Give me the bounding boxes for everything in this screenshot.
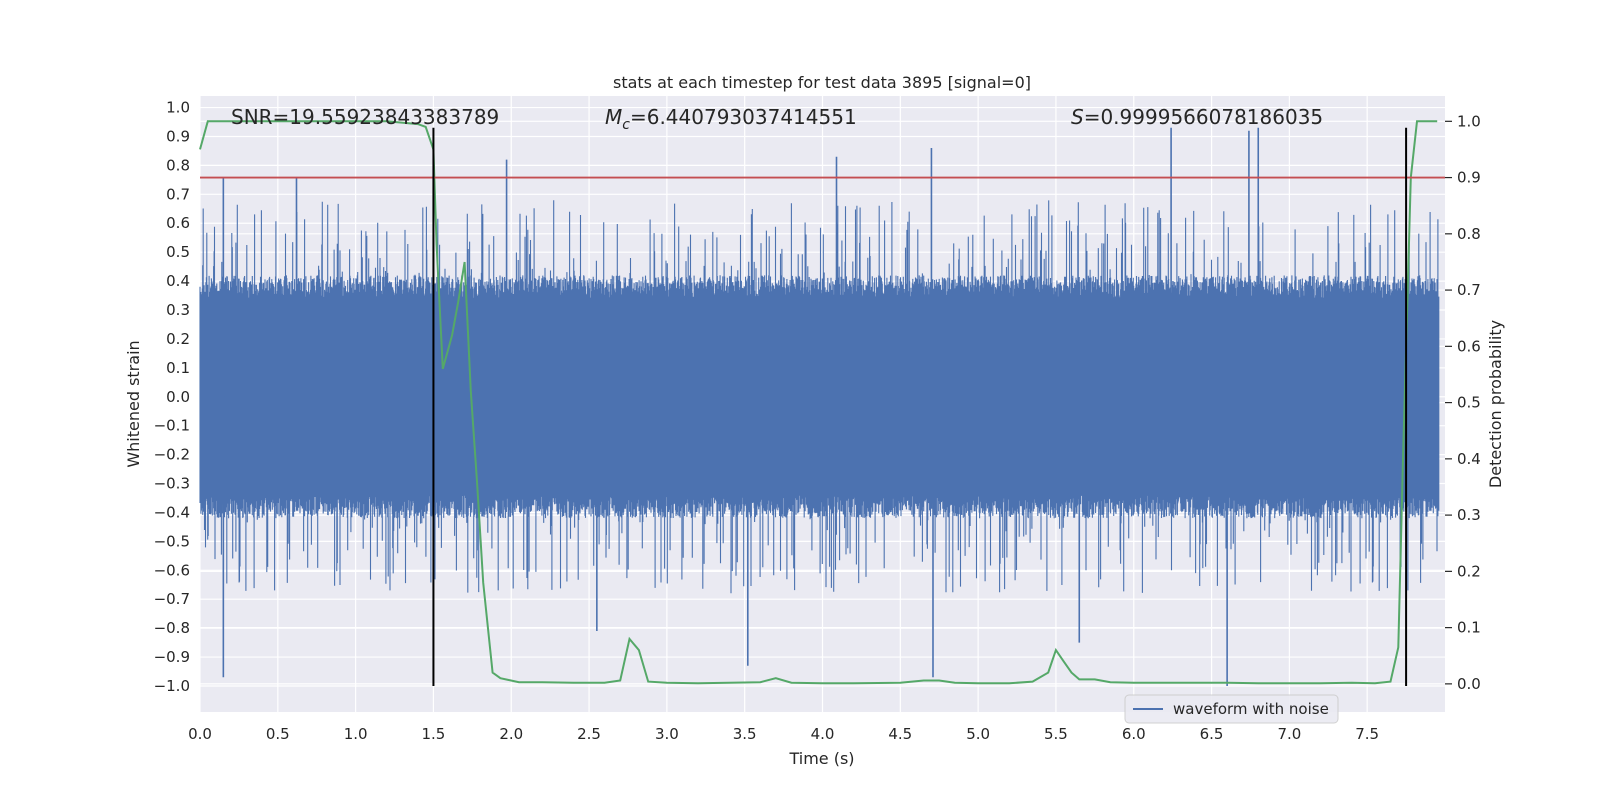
y2-tick-label: 0.3 bbox=[1457, 506, 1481, 524]
x-tick-label: 2.0 bbox=[499, 725, 523, 743]
x-tick-label: 3.0 bbox=[655, 725, 679, 743]
waveform-noise-trace bbox=[199, 200, 1440, 594]
y-tick-label: −0.1 bbox=[154, 417, 190, 435]
probability-series bbox=[199, 120, 1438, 685]
x-tick-label: 1.0 bbox=[344, 725, 368, 743]
y2-tick-label: 0.6 bbox=[1457, 337, 1481, 355]
y2-tick-label: 0.9 bbox=[1457, 169, 1481, 187]
x-tick-label: 3.5 bbox=[733, 725, 757, 743]
y2-tick-label: 0.0 bbox=[1457, 675, 1481, 693]
s-symbol: S bbox=[1071, 105, 1084, 129]
y2-tick-labels: 1.0 0.9 0.8 0.7 0.6 0.5 0.4 0.3 0.2 0.1 0.0 bbox=[1445, 112, 1481, 693]
y-tick-label: 0.3 bbox=[166, 301, 190, 319]
y-tick-label: 0.5 bbox=[166, 243, 190, 261]
x-tick-label: 6.5 bbox=[1200, 725, 1224, 743]
y-tick-label: 1.0 bbox=[166, 99, 190, 117]
y-tick-label: 0.1 bbox=[166, 359, 190, 377]
legend: waveform with noise bbox=[1124, 694, 1339, 724]
y2-tick-label: 0.4 bbox=[1457, 450, 1481, 468]
waveform-series bbox=[199, 127, 1440, 686]
reference-lines bbox=[200, 127, 1445, 686]
x-tick-label: 0.0 bbox=[188, 725, 212, 743]
y-tick-label: −1.0 bbox=[154, 677, 190, 695]
x-tick-label: 4.5 bbox=[888, 725, 912, 743]
y2-tick-label: 0.2 bbox=[1457, 562, 1481, 580]
y-tick-label: 0.9 bbox=[166, 127, 190, 145]
chart-title: stats at each timestep for test data 389… bbox=[613, 73, 1031, 92]
y-tick-label: −0.6 bbox=[154, 561, 190, 579]
y-tick-label: 0.7 bbox=[166, 185, 190, 203]
legend-label-waveform: waveform with noise bbox=[1173, 700, 1329, 718]
y-tick-label: 0.4 bbox=[166, 272, 190, 290]
y-tick-label: 0.6 bbox=[166, 214, 190, 232]
x-tick-label: 7.0 bbox=[1277, 725, 1301, 743]
y-tick-labels: 1.0 0.9 0.8 0.7 0.6 0.5 0.4 0.3 0.2 0.1 0.0 −0.1 −0.… bbox=[154, 99, 190, 695]
x-tick-label: 2.5 bbox=[577, 725, 601, 743]
y-tick-label: 0.8 bbox=[166, 156, 190, 174]
x-tick-label: 4.0 bbox=[811, 725, 835, 743]
y2-axis-label: Detection probability bbox=[1486, 320, 1505, 488]
x-tick-label: 0.5 bbox=[266, 725, 290, 743]
s-value: =0.9999566078186035 bbox=[1084, 105, 1323, 129]
y-tick-label: −0.2 bbox=[154, 446, 190, 464]
x-tick-label: 1.5 bbox=[422, 725, 446, 743]
y-tick-label: −0.4 bbox=[154, 503, 190, 521]
y-tick-label: −0.5 bbox=[154, 532, 190, 550]
mc-subscript: c bbox=[622, 117, 630, 133]
x-tick-label: 5.5 bbox=[1044, 725, 1068, 743]
y2-tick-label: 0.5 bbox=[1457, 394, 1481, 412]
s-annotation: S=0.9999566078186035 bbox=[1071, 105, 1323, 129]
y2-tick-label: 0.7 bbox=[1457, 281, 1481, 299]
y-axis-label: Whitened strain bbox=[124, 340, 143, 467]
chirp-mass-annotation: Mc=6.440793037414551 bbox=[605, 105, 857, 133]
y-tick-label: 0.2 bbox=[166, 330, 190, 348]
snr-annotation: SNR=19.55923843383789 bbox=[231, 105, 499, 129]
y-tick-label: −0.9 bbox=[154, 648, 190, 666]
y2-tick-label: 1.0 bbox=[1457, 112, 1481, 130]
y2-tick-label: 0.1 bbox=[1457, 619, 1481, 637]
x-tick-label: 5.0 bbox=[966, 725, 990, 743]
x-tick-label: 6.0 bbox=[1122, 725, 1146, 743]
y2-tick-label: 0.8 bbox=[1457, 225, 1481, 243]
x-tick-label: 7.5 bbox=[1355, 725, 1379, 743]
legend-box bbox=[1124, 694, 1339, 724]
mc-symbol: M bbox=[605, 105, 622, 129]
x-tick-labels: 0.0 0.5 1.0 1.5 2.0 2.5 3.0 3.5 4.0 4.5 5.0 5.5 6.0 6… bbox=[188, 725, 1379, 743]
y-tick-label: −0.3 bbox=[154, 475, 190, 493]
y-tick-label: −0.8 bbox=[154, 619, 190, 637]
mc-value: =6.440793037414551 bbox=[630, 105, 857, 129]
x-axis-label: Time (s) bbox=[788, 749, 854, 768]
detection-probability-line bbox=[199, 120, 1438, 685]
y-tick-label: 0.0 bbox=[166, 388, 190, 406]
y-tick-label: −0.7 bbox=[154, 590, 190, 608]
